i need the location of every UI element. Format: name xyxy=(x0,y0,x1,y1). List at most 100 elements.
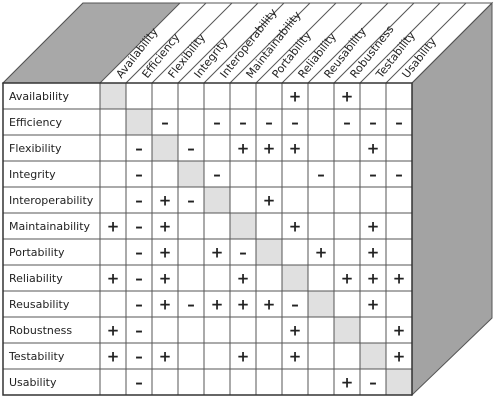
matrix-cell xyxy=(177,212,205,240)
matrix-cell xyxy=(125,82,153,110)
matrix-cell xyxy=(255,342,283,370)
header-divider xyxy=(411,2,493,84)
matrix-cell xyxy=(229,368,257,396)
cell-symbol: + xyxy=(289,88,302,106)
header-divider xyxy=(203,2,285,84)
matrix-cell xyxy=(385,186,413,214)
cell-symbol: + xyxy=(107,322,120,340)
cell-symbol: + xyxy=(367,140,380,158)
row-label-cell xyxy=(2,368,101,396)
matrix-cell xyxy=(255,160,283,188)
matrix-cell xyxy=(229,212,257,240)
matrix-cell xyxy=(99,186,127,214)
cell-symbol: – xyxy=(239,114,247,132)
matrix-cell xyxy=(177,108,205,136)
matrix-cell xyxy=(385,160,413,188)
matrix-cell xyxy=(99,342,127,370)
cell-symbol: + xyxy=(159,218,172,236)
matrix-cell xyxy=(229,264,257,292)
cell-symbol: – xyxy=(369,114,377,132)
cell-symbol: + xyxy=(289,140,302,158)
cell-symbol: + xyxy=(237,296,250,314)
header-divider xyxy=(229,2,311,84)
matrix-cell xyxy=(203,212,231,240)
cell-symbol: + xyxy=(107,270,120,288)
matrix-cell xyxy=(359,316,387,344)
matrix-cell xyxy=(359,290,387,318)
matrix-cell xyxy=(281,342,309,370)
matrix-cell xyxy=(307,160,335,188)
row-label: Reusability xyxy=(9,298,70,311)
row-label: Testability xyxy=(8,350,65,363)
matrix-cell xyxy=(203,316,231,344)
row-label: Portability xyxy=(9,246,65,259)
matrix-cell xyxy=(333,238,361,266)
matrix-cell xyxy=(177,238,205,266)
row-label: Robustness xyxy=(9,324,72,337)
cell-symbol: – xyxy=(161,114,169,132)
cell-symbol: – xyxy=(135,192,143,210)
matrix-cell xyxy=(99,160,127,188)
cell-symbol: + xyxy=(289,218,302,236)
matrix-cell xyxy=(177,316,205,344)
cell-symbol: + xyxy=(341,88,354,106)
matrix-cell xyxy=(385,212,413,240)
header-divider xyxy=(333,2,415,84)
cell-symbol: + xyxy=(367,218,380,236)
matrix-cell xyxy=(307,238,335,266)
cell-symbol: – xyxy=(135,270,143,288)
matrix-cell xyxy=(333,342,361,370)
matrix-cell xyxy=(385,238,413,266)
cell-symbol: + xyxy=(263,296,276,314)
matrix-cell xyxy=(385,316,413,344)
cell-symbol: + xyxy=(211,244,224,262)
cell-symbol: – xyxy=(395,114,403,132)
matrix-cell xyxy=(125,108,153,136)
matrix-cell xyxy=(203,368,231,396)
cell-symbol: + xyxy=(211,296,224,314)
matrix-cell xyxy=(307,264,335,292)
cell-symbol: – xyxy=(213,166,221,184)
matrix-cell xyxy=(177,160,205,188)
cell-symbol: – xyxy=(291,114,299,132)
matrix-cell xyxy=(281,290,309,318)
row-label-cell xyxy=(2,186,101,214)
matrix-cell xyxy=(99,290,127,318)
cell-symbol: + xyxy=(393,322,406,340)
matrix-cell xyxy=(307,134,335,162)
matrix-cell xyxy=(229,108,257,136)
header-divider xyxy=(307,2,389,84)
matrix-cell xyxy=(151,82,179,110)
matrix-cell xyxy=(203,82,231,110)
matrix-cell xyxy=(333,316,361,344)
matrix-cell xyxy=(255,212,283,240)
cell-symbol: + xyxy=(263,192,276,210)
cell-symbol: – xyxy=(135,348,143,366)
matrix-cell xyxy=(229,186,257,214)
matrix-cell xyxy=(333,290,361,318)
matrix-cell xyxy=(203,160,231,188)
cell-symbol: + xyxy=(159,270,172,288)
matrix-cell xyxy=(385,368,413,396)
cell-symbol: + xyxy=(159,244,172,262)
cell-symbol: – xyxy=(135,374,143,392)
matrix-cell xyxy=(125,316,153,344)
cell-symbol: + xyxy=(393,270,406,288)
cell-symbol: + xyxy=(367,270,380,288)
matrix-cell xyxy=(151,160,179,188)
matrix-cell xyxy=(333,160,361,188)
cell-symbol: – xyxy=(265,114,273,132)
matrix-cell xyxy=(177,82,205,110)
matrix-cell xyxy=(333,134,361,162)
matrix-cell xyxy=(177,342,205,370)
cell-symbol: + xyxy=(341,374,354,392)
matrix-cell xyxy=(359,264,387,292)
cell-symbol: + xyxy=(341,270,354,288)
cell-symbol: + xyxy=(393,348,406,366)
row-label: Efficiency xyxy=(9,116,62,129)
matrix-cell xyxy=(333,264,361,292)
cell-symbol: – xyxy=(291,296,299,314)
matrix-cell xyxy=(99,108,127,136)
cell-symbol: + xyxy=(289,348,302,366)
cell-symbol: – xyxy=(135,322,143,340)
